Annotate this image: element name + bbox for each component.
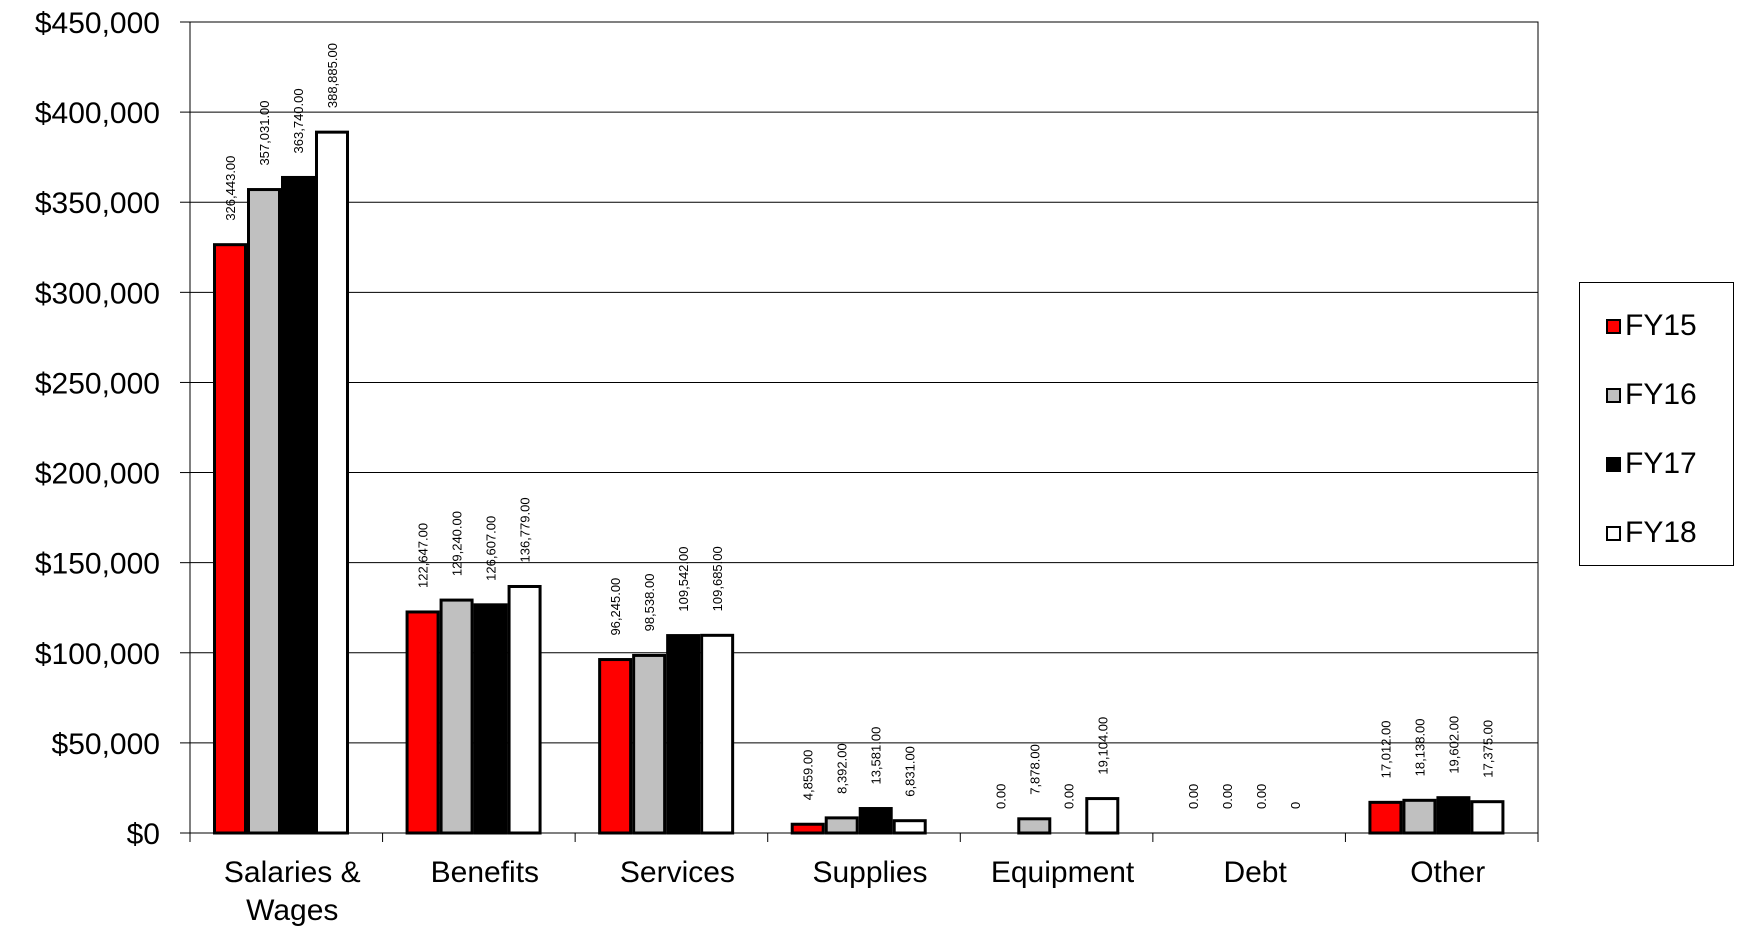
- data-label-fy15-salaries-wages: 326,443.00: [223, 156, 238, 221]
- data-label-fy16-other: 18,138.00: [1412, 718, 1427, 776]
- data-label-fy17-debt: 0.00: [1254, 784, 1269, 809]
- data-label-fy18-services: 109,685.00: [710, 546, 725, 611]
- data-label-fy18-other: 17,375.00: [1480, 720, 1495, 778]
- bar-fy17-salaries-wages: [281, 175, 315, 835]
- bar-fy18-equipment: [1085, 797, 1120, 835]
- legend-item-fy15: FY15: [1606, 309, 1697, 342]
- data-label-fy18-benefits: 136,779.00: [518, 497, 533, 562]
- data-label-fy15-other: 17,012.00: [1378, 720, 1393, 778]
- bar-fy16-salaries-wages: [247, 188, 281, 835]
- bar-fy17-services: [666, 634, 701, 835]
- data-label-fy16-services: 98,538.00: [642, 574, 657, 632]
- data-label-fy15-equipment: 0.00: [993, 784, 1008, 809]
- bar-fy15-other: [1368, 800, 1403, 835]
- bar-fy16-equipment: [1017, 817, 1052, 835]
- category-label-equipment: Equipment: [991, 856, 1135, 889]
- category-label-salaries-wages: Wages: [246, 894, 338, 927]
- data-labels: 326,443.00 122,647.00 96,245.00 4,859.00 0.0…: [223, 43, 1495, 809]
- bar-fy17-supplies: [858, 807, 893, 835]
- data-label-fy17-other: 19,602.00: [1446, 716, 1461, 774]
- bar-fy16-benefits: [439, 598, 474, 835]
- data-label-fy15-debt: 0.00: [1186, 784, 1201, 809]
- category-labels: Salaries & Wages Benefits Services Supplies E…: [224, 856, 1485, 927]
- y-tick-label: $0: [127, 818, 160, 851]
- category-label-services: Services: [620, 856, 735, 889]
- data-label-fy16-debt: 0.00: [1220, 784, 1235, 809]
- bar-fy15-supplies: [790, 822, 825, 835]
- bar-fy16-supplies: [824, 816, 859, 835]
- legend-label-fy17: FY17: [1625, 447, 1697, 480]
- data-label-fy16-benefits: 129,240.00: [450, 511, 465, 576]
- legend-swatch-fy15: [1606, 318, 1621, 334]
- bar-fy17-other: [1436, 796, 1471, 835]
- data-label-fy15-benefits: 122,647.00: [416, 523, 431, 588]
- gridlines: [190, 21, 1538, 744]
- legend-swatch-fy17: [1606, 456, 1621, 472]
- data-label-fy18-supplies: 6,831.00: [903, 746, 918, 797]
- y-tick-label: $350,000: [35, 187, 160, 220]
- y-tick-label: $300,000: [35, 277, 160, 310]
- data-label-fy15-services: 96,245.00: [608, 578, 623, 636]
- data-label-fy17-supplies: 13,581.00: [869, 727, 884, 785]
- bar-fy17-benefits: [473, 603, 508, 835]
- y-tick-label: $400,000: [35, 97, 160, 130]
- category-label-benefits: Benefits: [431, 856, 539, 889]
- data-label-fy18-salaries-wages: 388,885.00: [325, 43, 340, 108]
- y-tick-label: $150,000: [35, 548, 160, 581]
- category-label-supplies: Supplies: [812, 856, 927, 889]
- legend-swatch-fy18: [1606, 525, 1621, 541]
- legend-item-fy18: FY18: [1606, 516, 1697, 549]
- plot-area-frame: [189, 21, 1539, 834]
- bar-fy18-services: [700, 633, 735, 835]
- data-label-fy18-debt: 0: [1288, 802, 1303, 809]
- data-label-fy17-equipment: 0.00: [1061, 784, 1076, 809]
- bars: [213, 130, 1505, 835]
- bar-fy18-supplies: [892, 819, 927, 835]
- axes: [180, 21, 1539, 842]
- data-label-fy15-supplies: 4,859.00: [801, 750, 816, 801]
- category-label-debt: Debt: [1223, 856, 1287, 889]
- legend-label-fy15: FY15: [1625, 309, 1697, 342]
- bar-fy15-salaries-wages: [213, 243, 247, 835]
- data-label-fy17-services: 109,542.00: [676, 547, 691, 612]
- legend-label-fy18: FY18: [1625, 516, 1697, 549]
- y-tick-label: $450,000: [35, 7, 160, 40]
- data-label-fy16-equipment: 7,878.00: [1027, 744, 1042, 795]
- data-label-fy16-supplies: 8,392.00: [835, 743, 850, 794]
- data-label-fy18-equipment: 19,104.00: [1095, 717, 1110, 775]
- data-label-fy17-salaries-wages: 363,740.00: [291, 88, 306, 153]
- y-tick-label: $250,000: [35, 367, 160, 400]
- bar-fy15-benefits: [405, 610, 440, 835]
- bar-fy18-benefits: [507, 584, 542, 835]
- legend-item-fy17: FY17: [1606, 447, 1697, 480]
- legend-swatch-fy16: [1606, 387, 1621, 403]
- y-tick-labels: $0 $50,000 $100,000 $150,000 $200,000 $250,00…: [35, 7, 160, 851]
- bar-fy16-other: [1402, 798, 1437, 835]
- category-label-other: Other: [1410, 856, 1485, 889]
- data-label-fy17-benefits: 126,607.00: [484, 516, 499, 581]
- bar-fy18-other: [1470, 800, 1505, 835]
- y-tick-label: $200,000: [35, 458, 160, 491]
- bar-fy15-services: [598, 658, 633, 835]
- legend: FY15 FY16 FY17 FY18: [1579, 282, 1734, 566]
- category-label-salaries-wages: Salaries &: [224, 856, 361, 889]
- data-label-fy16-salaries-wages: 357,031.00: [257, 100, 272, 165]
- y-tick-label: $50,000: [52, 728, 160, 761]
- legend-item-fy16: FY16: [1606, 378, 1697, 411]
- bar-fy18-salaries-wages: [315, 130, 349, 835]
- legend-label-fy16: FY16: [1625, 378, 1697, 411]
- y-tick-label: $100,000: [35, 638, 160, 671]
- bar-fy16-services: [632, 653, 667, 835]
